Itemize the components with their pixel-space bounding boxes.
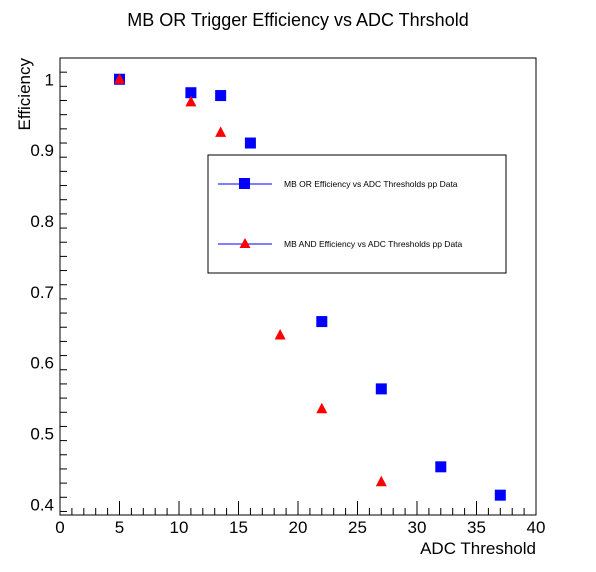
legend: MB OR Efficiency vs ADC Thresholds pp Da… (207, 154, 507, 274)
x-axis-label: ADC Threshold (420, 539, 536, 558)
series-0 (114, 73, 506, 501)
x-axis-ticks (59, 501, 537, 515)
x-axis-tick-labels: 0 5 10 15 20 25 30 35 40 (55, 518, 545, 537)
data-point-triangle (274, 329, 286, 340)
series-1 (114, 73, 387, 487)
legend-box (207, 154, 507, 274)
data-point-triangle (185, 95, 197, 107)
data-point-triangle (316, 402, 328, 414)
data-point-square (435, 461, 447, 473)
legend-entry-or: MB OR Efficiency vs ADC Thresholds pp Da… (284, 179, 458, 189)
x-tick-label: 10 (170, 518, 189, 537)
y-tick-label: 0.4 (30, 495, 54, 514)
x-tick-label: 30 (408, 518, 427, 537)
data-point-square (244, 137, 256, 149)
data-point-square (185, 87, 197, 99)
data-point-triangle (114, 73, 125, 84)
data-point-square (494, 489, 506, 501)
y-tick-label: 1 (45, 70, 54, 89)
data-point-triangle (215, 126, 227, 137)
y-tick-label: 0.5 (30, 425, 54, 444)
x-tick-label: 20 (289, 518, 308, 537)
chart-title: MB OR Trigger Efficiency vs ADC Thrshold (127, 10, 468, 30)
data-point-square (375, 383, 387, 395)
data-point-square (215, 90, 227, 102)
y-axis-tick-labels: 0.4 0.5 0.6 0.7 0.8 0.9 1 (30, 70, 54, 514)
x-tick-label: 25 (348, 518, 367, 537)
data-point-triangle (375, 475, 387, 487)
legend-entry-and: MB AND Efficiency vs ADC Thresholds pp D… (284, 239, 463, 249)
x-tick-label: 0 (55, 518, 64, 537)
x-tick-label: 40 (527, 518, 546, 537)
y-tick-label: 0.6 (30, 354, 54, 373)
y-tick-label: 0.8 (30, 212, 54, 231)
legend-marker-and (239, 238, 251, 248)
x-tick-label: 15 (229, 518, 248, 537)
x-tick-label: 35 (467, 518, 486, 537)
y-tick-label: 0.7 (30, 283, 54, 302)
legend-marker-or (239, 178, 250, 189)
plot-frame (59, 57, 537, 516)
data-series (114, 73, 506, 501)
y-axis-label: Efficiency (15, 58, 34, 131)
data-point-square (316, 316, 328, 328)
y-tick-label: 0.9 (30, 141, 54, 160)
x-tick-label: 5 (115, 518, 124, 537)
y-axis-ticks (60, 57, 67, 512)
